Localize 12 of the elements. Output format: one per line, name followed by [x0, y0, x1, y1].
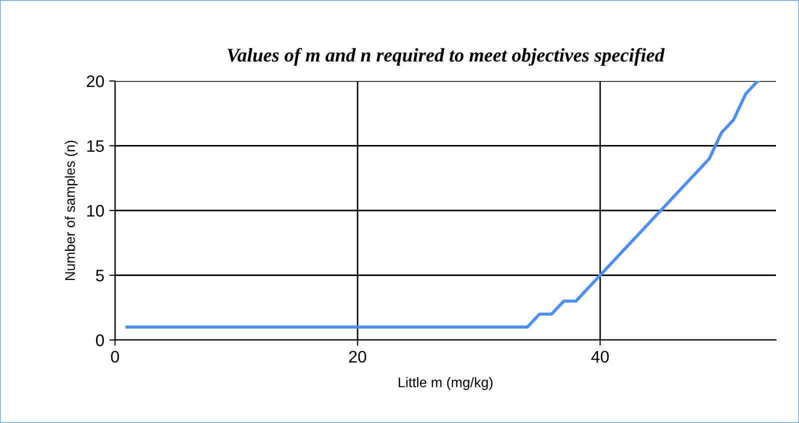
y-tick-label: 20: [86, 75, 104, 88]
chart-title: Values of m and n required to meet objectives specified: [228, 48, 665, 66]
y-tick-label: 10: [87, 204, 104, 217]
x-tick-label: 40: [591, 350, 609, 363]
x-tick-label: 0: [111, 350, 119, 363]
y-axis-title: Number of samples (n): [64, 140, 78, 280]
x-axis-title: Little m (mg/kg): [398, 377, 492, 390]
y-tick-label: 15: [87, 140, 104, 152]
line-series: [126, 81, 760, 329]
y-tick-label: 5: [96, 270, 104, 282]
x-tick-label: 20: [349, 350, 366, 363]
y-tick-label: 0: [96, 334, 104, 346]
